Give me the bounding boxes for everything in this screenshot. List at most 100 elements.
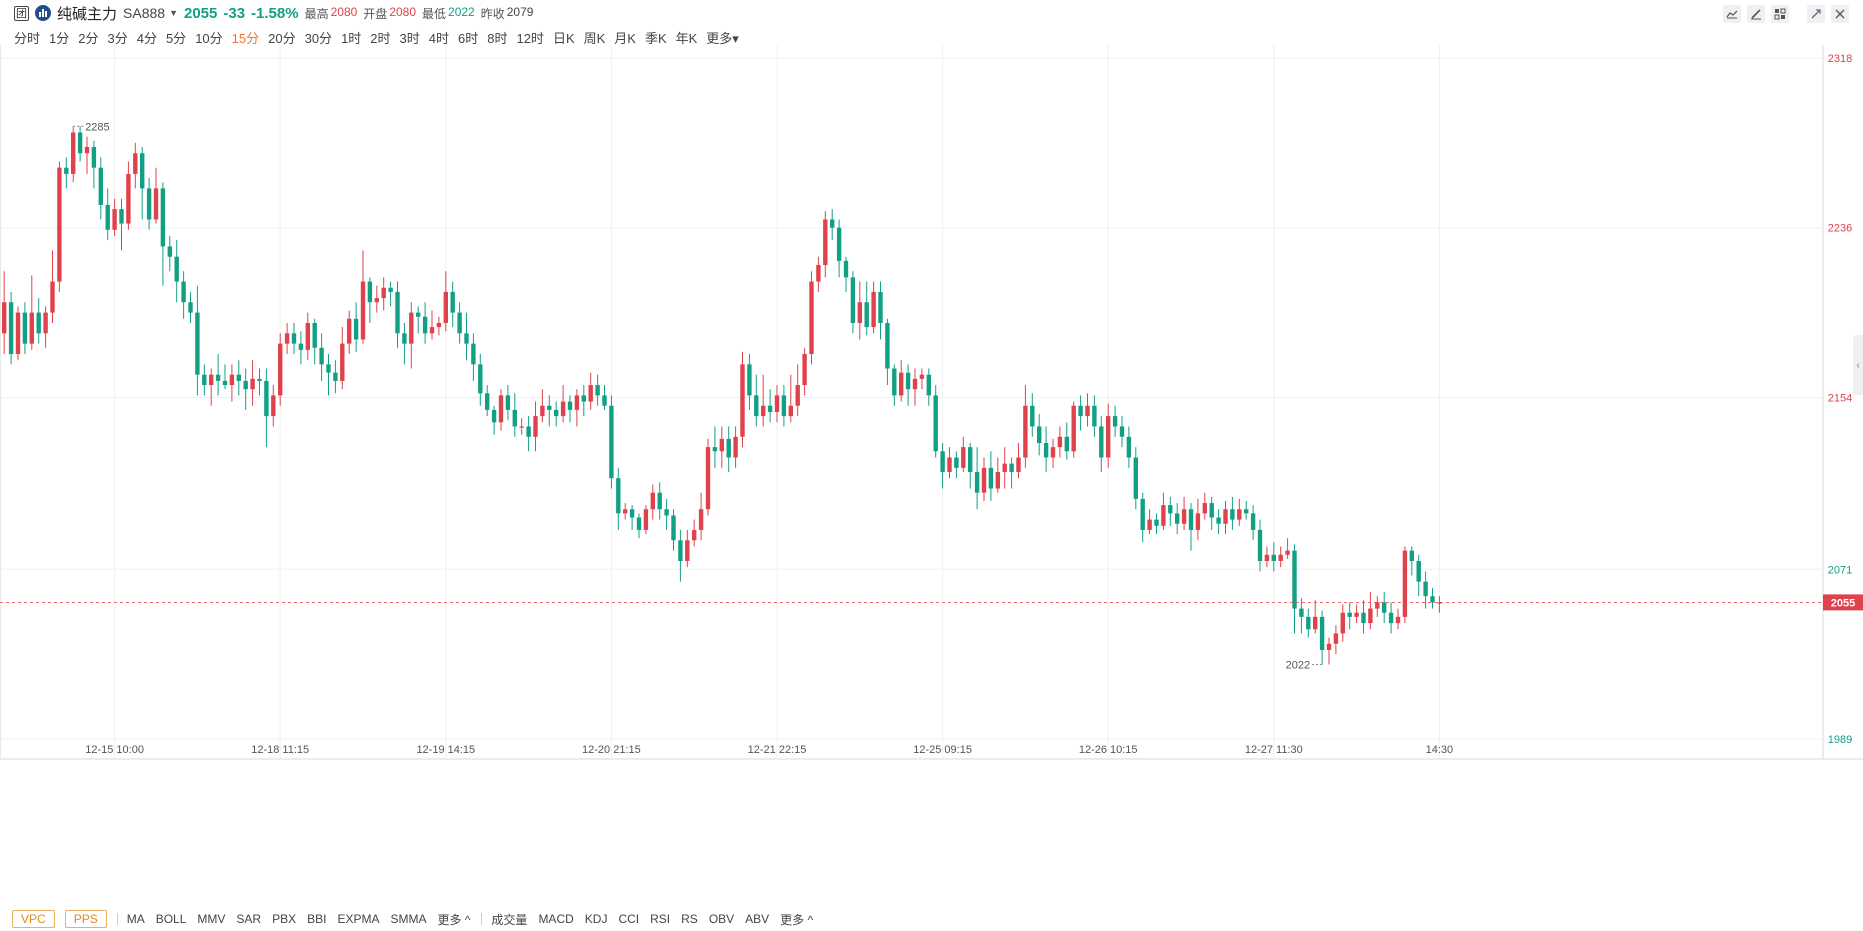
candle-body[interactable] [698,509,704,530]
candle-body[interactable] [933,395,938,452]
candle-body[interactable] [160,188,166,247]
candle-body[interactable] [340,343,345,381]
candle-body[interactable] [788,405,793,417]
candle-body[interactable] [2,302,7,334]
period-tab[interactable]: 1分 [49,30,70,46]
period-tab[interactable]: 3时 [399,30,420,46]
candle-body[interactable] [257,378,262,381]
main-indicator[interactable]: SMMA [390,912,427,926]
candle-body[interactable] [395,291,400,334]
candle-body[interactable] [560,401,566,417]
candle-body[interactable] [761,405,766,417]
period-tab[interactable]: 年K [675,30,698,46]
candle-body[interactable] [1085,405,1090,417]
period-tab[interactable]: 周K [583,30,606,46]
candle-body[interactable] [1030,405,1035,427]
candle-body[interactable] [733,436,738,458]
candle-body[interactable] [1112,416,1118,427]
period-tab[interactable]: 20分 [268,30,296,46]
candle-body[interactable] [1230,509,1235,520]
period-tab[interactable]: 10分 [195,30,223,46]
candle-body[interactable] [1278,554,1283,561]
candle-body[interactable] [968,447,973,472]
candle-body[interactable] [1271,554,1276,561]
candle-body[interactable] [1368,608,1373,624]
candle-body[interactable] [1264,554,1270,561]
candle-body[interactable] [1285,550,1290,555]
chart-type-icon[interactable] [35,5,51,21]
candle-body[interactable] [988,467,994,489]
period-tab[interactable]: 6时 [458,30,479,46]
candle-body[interactable] [1257,529,1263,561]
candle-body[interactable] [581,395,586,402]
candle-body[interactable] [181,281,186,303]
candle-body[interactable] [429,327,435,334]
candle-body[interactable] [381,287,386,299]
candle-body[interactable] [940,451,945,472]
sub-indicator[interactable]: KDJ [584,912,608,926]
candle-body[interactable] [726,438,731,458]
candle-body[interactable] [243,380,248,390]
candle-body[interactable] [84,147,90,154]
candle-body[interactable] [1244,509,1249,514]
candle-body[interactable] [312,322,317,348]
candle-body[interactable] [864,302,869,328]
candle-body[interactable] [885,322,890,369]
candle-body[interactable] [547,405,552,410]
candle-body[interactable] [995,471,1000,489]
candle-body[interactable] [1382,602,1387,613]
period-tab[interactable]: 2时 [370,30,391,46]
sub-indicator[interactable]: RS [681,912,698,926]
candle-body[interactable] [540,405,545,417]
candle-body[interactable] [747,364,752,396]
candle-body[interactable] [1188,509,1194,530]
candle-body[interactable] [1133,457,1138,499]
candle-body[interactable] [664,509,669,516]
candle-body[interactable] [616,478,621,514]
candle-body[interactable] [1361,612,1366,624]
candle-body[interactable] [1354,612,1359,617]
candle-body[interactable] [816,264,821,282]
candle-body[interactable] [795,385,800,406]
candle-body[interactable] [271,395,276,417]
period-tab[interactable]: 15分 [231,30,260,46]
candle-body[interactable] [264,380,269,417]
candle-body[interactable] [629,509,635,518]
candle-body[interactable] [974,471,980,493]
candle-body[interactable] [533,416,538,437]
candle-body[interactable] [912,378,918,390]
candle-body[interactable] [1430,596,1435,603]
candle-body[interactable] [636,517,642,530]
candle-body[interactable] [1216,517,1221,524]
candle-body[interactable] [981,467,987,493]
candle-body[interactable] [857,302,862,323]
indicator-toggle[interactable]: PPS [64,910,107,928]
candle-body[interactable] [1395,616,1401,624]
candle-body[interactable] [1168,505,1173,514]
candle-body[interactable] [836,227,842,261]
period-tab[interactable]: 30分 [304,30,333,46]
candle-body[interactable] [1106,416,1111,458]
candle-body[interactable] [153,188,159,220]
candle-body[interactable] [250,378,255,390]
candle-body[interactable] [505,395,511,410]
candle-body[interactable] [36,312,41,334]
candle-body[interactable] [1016,457,1021,472]
candle-body[interactable] [519,426,524,428]
candle-body[interactable] [1416,560,1421,582]
candle-body[interactable] [229,374,235,386]
candle-body[interactable] [705,447,711,510]
candle-body[interactable] [1409,550,1414,561]
candle-body[interactable] [1099,426,1104,458]
period-tab[interactable]: 2分 [78,30,99,46]
period-tab[interactable]: 日K [552,30,575,46]
candle-body[interactable] [767,405,773,412]
candle-body[interactable] [905,372,911,390]
candle-body[interactable] [657,492,662,510]
candle-body[interactable] [402,333,407,344]
candle-body[interactable] [471,343,476,365]
candle-body[interactable] [464,333,469,344]
candle-body[interactable] [64,167,69,174]
candle-body[interactable] [871,291,876,328]
kline-chart[interactable]: 2318 2236 2154 2071 1989 12-15 10:00 12-18 11:… [0,45,1863,907]
